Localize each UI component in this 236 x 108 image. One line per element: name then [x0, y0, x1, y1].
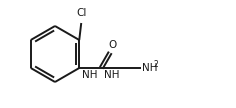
Text: 2: 2: [153, 60, 158, 69]
Text: NH: NH: [142, 63, 158, 73]
Text: NH: NH: [105, 70, 120, 80]
Text: O: O: [108, 40, 116, 50]
Text: Cl: Cl: [76, 8, 86, 18]
Text: NH: NH: [83, 70, 98, 80]
